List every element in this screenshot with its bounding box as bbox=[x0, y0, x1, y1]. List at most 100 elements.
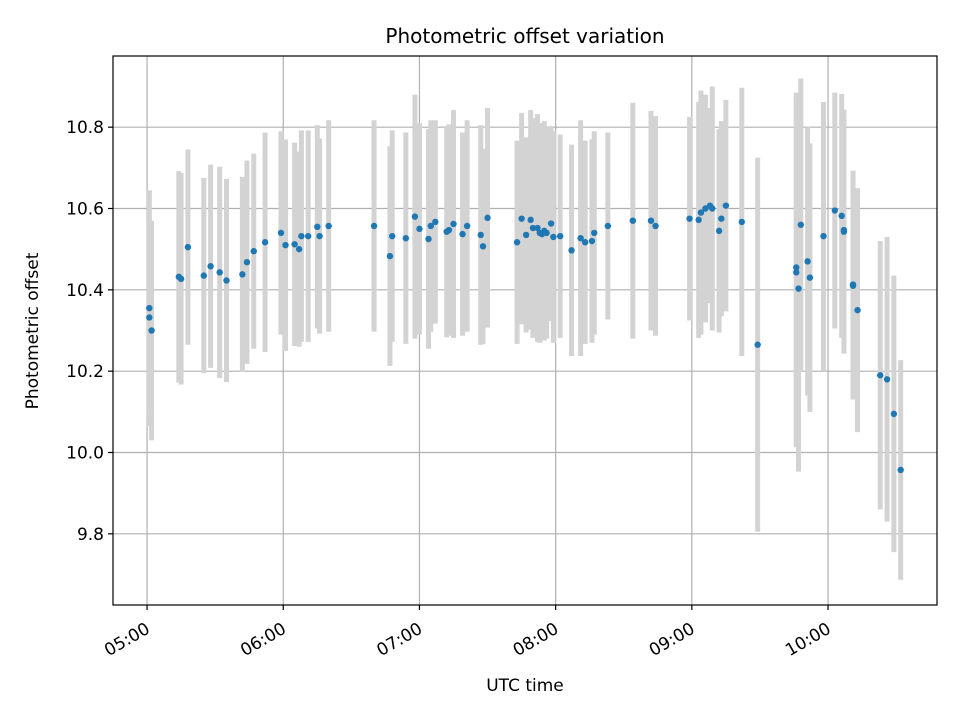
x-tick-label: 07:00 bbox=[374, 619, 426, 661]
data-point bbox=[793, 264, 800, 271]
data-point bbox=[239, 271, 246, 278]
data-point bbox=[325, 222, 332, 230]
data-point bbox=[223, 277, 230, 284]
data-point bbox=[550, 233, 557, 241]
data-point bbox=[416, 225, 423, 233]
data-point bbox=[722, 202, 730, 209]
data-point bbox=[738, 218, 745, 226]
y-axis-label: Photometric offset bbox=[23, 252, 43, 409]
data-point bbox=[629, 217, 637, 224]
data-point bbox=[282, 241, 289, 249]
data-point bbox=[427, 222, 434, 230]
y-tick-label: 10.6 bbox=[66, 200, 104, 220]
data-point bbox=[804, 258, 811, 265]
data-point bbox=[148, 327, 155, 334]
data-point bbox=[652, 222, 659, 230]
data-point bbox=[795, 285, 802, 292]
data-point bbox=[529, 224, 537, 232]
data-point bbox=[695, 216, 702, 224]
data-point bbox=[316, 232, 323, 240]
data-point bbox=[543, 229, 550, 237]
data-point bbox=[527, 216, 534, 224]
data-point bbox=[581, 239, 589, 246]
data-point bbox=[445, 226, 453, 234]
x-axis-label: UTC time bbox=[486, 676, 564, 696]
data-point bbox=[463, 222, 471, 230]
data-point bbox=[890, 410, 898, 418]
data-point bbox=[261, 239, 269, 246]
data-point bbox=[298, 232, 305, 240]
errorbar-layer bbox=[146, 78, 904, 580]
data-point bbox=[402, 234, 410, 242]
data-point bbox=[849, 281, 857, 288]
data-point bbox=[854, 306, 861, 314]
data-point bbox=[797, 221, 805, 228]
data-point bbox=[897, 466, 904, 474]
data-point bbox=[411, 213, 419, 220]
data-point bbox=[806, 274, 814, 281]
data-point bbox=[513, 239, 521, 246]
data-point bbox=[177, 275, 185, 283]
plot-frame bbox=[112, 55, 938, 606]
data-point bbox=[604, 222, 612, 230]
data-point bbox=[200, 272, 207, 279]
data-point bbox=[686, 215, 693, 222]
y-tick-label: 10.0 bbox=[66, 444, 104, 464]
data-point bbox=[389, 232, 396, 240]
data-point bbox=[479, 243, 487, 250]
data-point bbox=[216, 269, 223, 276]
data-point bbox=[146, 304, 153, 312]
data-point bbox=[831, 207, 839, 214]
data-point bbox=[314, 223, 321, 230]
data-point bbox=[277, 229, 285, 237]
data-point bbox=[386, 252, 394, 260]
data-point bbox=[459, 230, 466, 238]
data-point bbox=[450, 220, 457, 228]
data-point bbox=[883, 376, 891, 383]
chart-title: Photometric offset variation bbox=[385, 24, 664, 48]
x-tick-label: 05:00 bbox=[101, 619, 153, 661]
data-point bbox=[591, 229, 598, 237]
data-point bbox=[556, 232, 564, 240]
data-point bbox=[718, 215, 725, 222]
x-tick-label: 06:00 bbox=[237, 619, 289, 661]
data-point bbox=[715, 227, 723, 235]
data-point bbox=[568, 247, 575, 254]
data-point bbox=[184, 243, 192, 251]
data-point bbox=[243, 258, 251, 266]
data-point bbox=[250, 248, 257, 255]
data-point bbox=[522, 231, 530, 239]
data-point bbox=[518, 215, 525, 222]
data-point bbox=[820, 232, 827, 240]
point-layer bbox=[146, 202, 904, 474]
data-point bbox=[793, 269, 800, 276]
data-point bbox=[477, 231, 484, 239]
data-point bbox=[295, 245, 303, 253]
y-tick-label: 10.4 bbox=[66, 281, 104, 301]
data-point bbox=[588, 237, 596, 245]
data-point bbox=[577, 234, 584, 242]
data-point bbox=[291, 241, 298, 248]
data-point bbox=[877, 372, 884, 379]
y-tick-label: 10.2 bbox=[66, 362, 104, 382]
data-point bbox=[754, 341, 761, 348]
data-point bbox=[647, 217, 655, 224]
y-tick-label: 10.8 bbox=[66, 118, 104, 138]
data-point bbox=[838, 212, 845, 220]
data-point bbox=[484, 214, 491, 222]
x-tick-label: 09:00 bbox=[646, 619, 698, 661]
data-point bbox=[207, 263, 214, 270]
data-point bbox=[840, 226, 848, 234]
data-point bbox=[697, 209, 705, 216]
data-point bbox=[547, 220, 555, 227]
data-point bbox=[432, 218, 439, 226]
data-point bbox=[534, 224, 541, 232]
x-tick-label: 08:00 bbox=[510, 619, 562, 661]
x-tick-label: 10:00 bbox=[782, 619, 834, 661]
data-point bbox=[370, 222, 378, 230]
data-point bbox=[146, 314, 153, 321]
y-tick-label: 9.8 bbox=[77, 525, 104, 545]
data-point bbox=[425, 235, 432, 243]
data-point bbox=[305, 232, 312, 240]
